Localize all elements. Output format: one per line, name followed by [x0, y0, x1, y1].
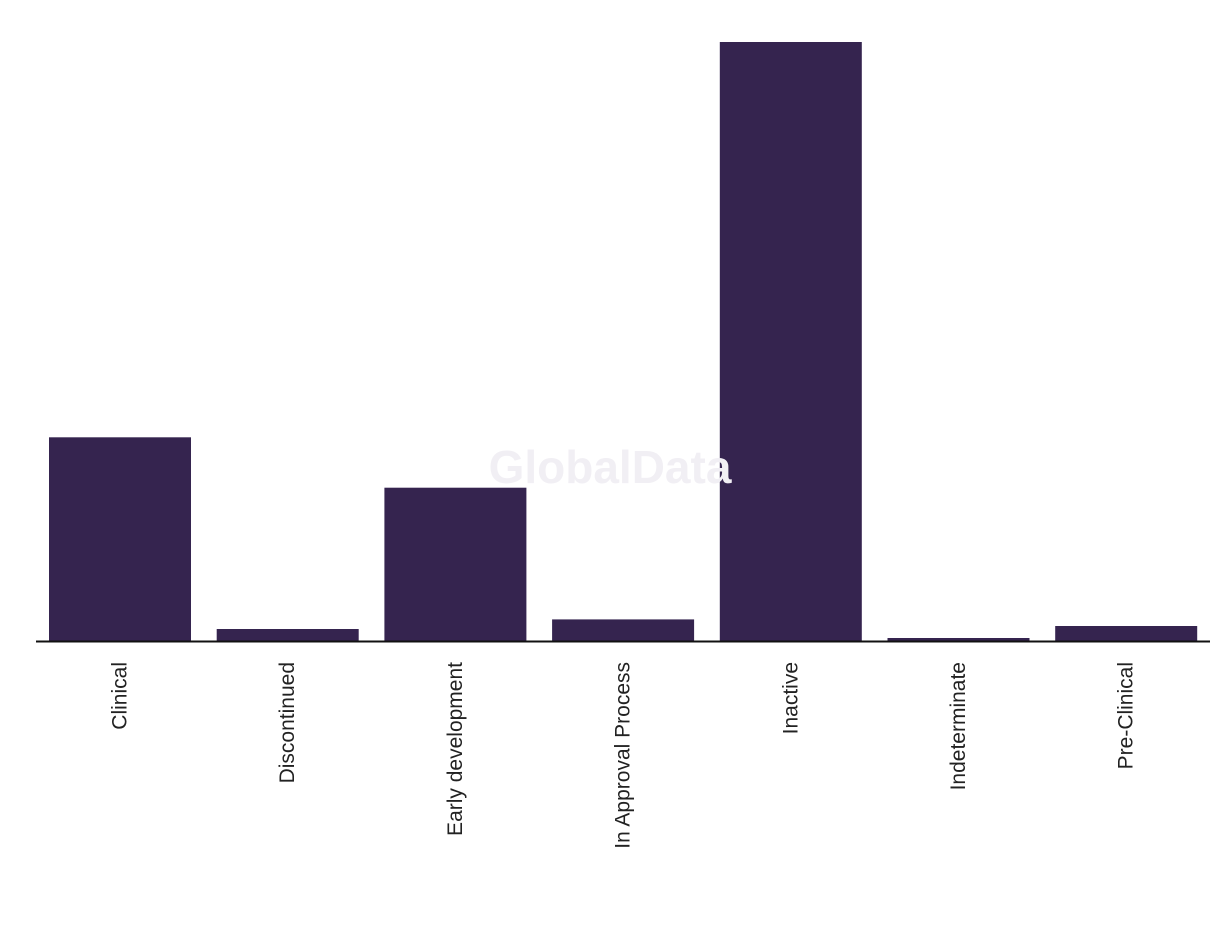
x-tick-label: In Approval Process — [612, 662, 635, 849]
x-tick-label: Inactive — [779, 662, 802, 734]
x-tick-label: Pre-Clinical — [1115, 662, 1138, 769]
bar-indeterminate — [887, 638, 1030, 641]
bar-inactive — [719, 42, 862, 641]
bar-early-development — [384, 487, 527, 641]
bar-clinical — [49, 437, 191, 641]
x-tick-label: Discontinued — [276, 662, 299, 783]
bar-in-approval-process — [552, 619, 695, 641]
x-tick-label: Early development — [444, 662, 467, 836]
x-tick-label: Clinical — [109, 662, 132, 730]
x-tick-label: Indeterminate — [947, 662, 970, 790]
bar-pre-clinical — [1055, 626, 1198, 641]
bar-discontinued — [216, 629, 359, 641]
